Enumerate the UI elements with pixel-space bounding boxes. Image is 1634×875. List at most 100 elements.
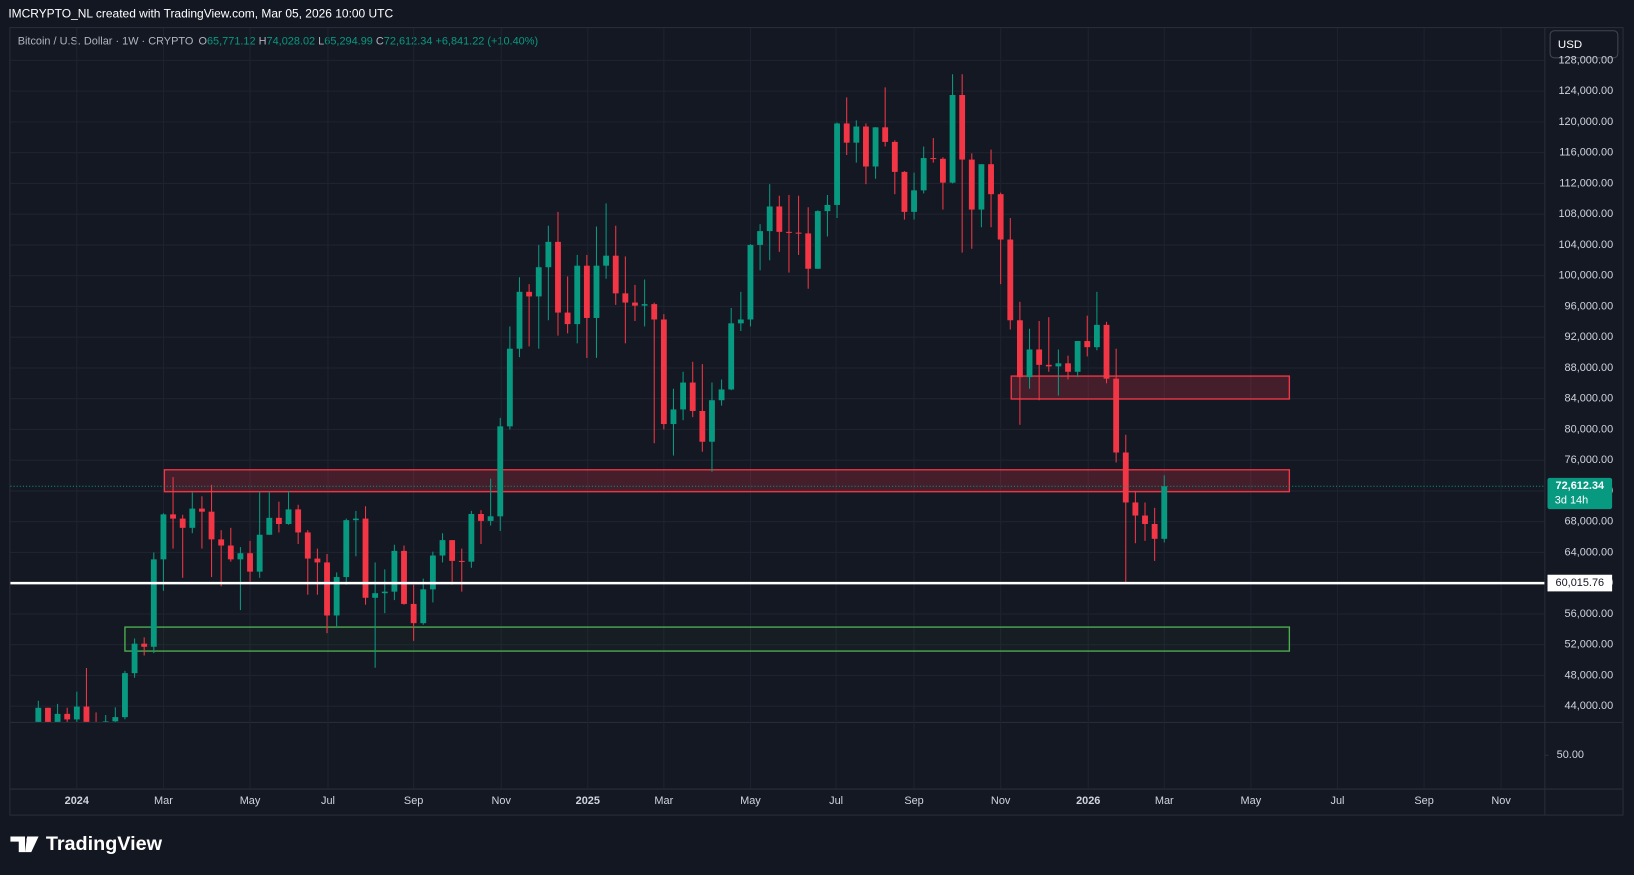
currency-button[interactable] xyxy=(1549,30,1619,59)
candle-body xyxy=(988,164,994,195)
candle-body xyxy=(179,518,186,528)
candle-body xyxy=(949,95,956,183)
last-price-tag xyxy=(1547,477,1613,510)
candle-body xyxy=(420,589,427,624)
candle-body xyxy=(131,643,138,674)
candle-body xyxy=(410,603,417,624)
candle-body xyxy=(660,319,667,425)
candle-body xyxy=(506,348,513,427)
x-tick-label: Jul xyxy=(321,795,335,807)
candle-body xyxy=(728,323,735,390)
legend-o: 65,771.12 xyxy=(207,36,256,48)
candle-body xyxy=(843,123,850,143)
candle-body xyxy=(718,389,725,401)
candle-body xyxy=(362,518,369,598)
candle-body xyxy=(122,673,128,718)
candle-body xyxy=(189,508,196,528)
candle-body xyxy=(853,126,860,143)
x-tick-label: Mar xyxy=(154,795,173,807)
candle-body xyxy=(1045,364,1052,367)
candle-body xyxy=(285,509,292,524)
candle-body xyxy=(612,255,619,294)
y-tick-label: 80,000.00 xyxy=(1565,423,1614,435)
candle-body xyxy=(199,508,205,512)
candle-body xyxy=(593,265,600,318)
y-tick-label: 48,000.00 xyxy=(1565,669,1614,681)
candle-body xyxy=(709,400,715,442)
candle-body xyxy=(737,319,744,324)
candle-body xyxy=(73,706,80,720)
candle-body xyxy=(699,410,706,442)
candle-body xyxy=(1103,324,1110,379)
candle-body xyxy=(429,555,436,590)
x-tick-label: Jul xyxy=(829,795,843,807)
candle-body xyxy=(1132,502,1139,516)
candle-body xyxy=(911,190,917,212)
x-tick-label: May xyxy=(240,795,261,807)
candle-body xyxy=(1055,363,1062,367)
candle-body xyxy=(1074,341,1081,372)
candle-body xyxy=(689,382,696,411)
candle-body xyxy=(478,513,484,521)
candle-body xyxy=(1093,324,1100,348)
zone xyxy=(1010,375,1291,400)
y-tick-label: 128,000.00 xyxy=(1558,54,1613,66)
candle-body xyxy=(959,95,966,160)
y-tick-label: 104,000.00 xyxy=(1558,239,1613,251)
zone xyxy=(124,626,1291,652)
x-tick-label: Nov xyxy=(491,795,511,807)
candle-body xyxy=(872,127,879,167)
candle-body xyxy=(295,509,302,533)
candle-body xyxy=(497,426,504,517)
candle-body xyxy=(35,707,42,722)
y-tick-label: 112,000.00 xyxy=(1559,177,1613,189)
candle-body xyxy=(1151,523,1158,539)
candle-body xyxy=(863,126,869,167)
y-tick-label: 44,000.00 xyxy=(1565,700,1614,712)
x-tick-label: Nov xyxy=(1491,795,1511,807)
candle-body xyxy=(343,520,350,578)
x-tick-label: Mar xyxy=(654,795,673,807)
currency-label[interactable]: USD xyxy=(1558,39,1582,51)
legend-l-label: L xyxy=(318,36,324,48)
x-tick-label: Sep xyxy=(404,795,423,807)
legend-h: 74,028.02 xyxy=(267,36,316,48)
candle-body xyxy=(978,164,985,210)
candle-body xyxy=(1161,486,1168,539)
header: IMCRYPTO_NL created with TradingView.com… xyxy=(8,7,393,21)
candle-body xyxy=(1084,341,1091,348)
candle-body xyxy=(526,291,533,297)
legend-l: 65,294.99 xyxy=(324,36,373,48)
legend-change: +6,841.22 (+10.40%) xyxy=(435,36,538,48)
last-price-label: 72,612.34 xyxy=(1556,480,1606,492)
candle-body xyxy=(1007,239,1014,321)
candle-body xyxy=(458,560,465,562)
candle-body xyxy=(275,517,282,524)
candle-body xyxy=(324,562,330,616)
candle-body xyxy=(747,244,754,320)
candle-body xyxy=(583,265,590,318)
candle-body xyxy=(141,643,148,647)
candle-body xyxy=(1122,452,1129,503)
y-tick-label: 96,000.00 xyxy=(1565,300,1614,312)
y-tick-label: 116,000.00 xyxy=(1559,147,1613,159)
y-tick-label: 52,000.00 xyxy=(1565,639,1614,651)
x-tick-label: Nov xyxy=(991,795,1011,807)
candle-body xyxy=(54,713,61,722)
candle-body xyxy=(622,293,629,303)
candle-body xyxy=(641,304,648,306)
candle-body xyxy=(170,514,176,519)
candle-body xyxy=(786,231,792,233)
candle-body xyxy=(381,591,388,594)
logo-text: TradingView xyxy=(46,833,163,855)
x-tick-label: May xyxy=(740,795,761,807)
candle-body xyxy=(930,158,937,160)
subpane-tick-label: 50.00 xyxy=(1557,749,1584,761)
legend: Bitcoin / U.S. Dollar · 1W · CRYPTO O65,… xyxy=(18,36,538,48)
candle-body xyxy=(304,532,311,559)
legend-h-label: H xyxy=(259,36,267,48)
candle-body xyxy=(1026,349,1033,378)
candle-body xyxy=(1113,378,1120,453)
